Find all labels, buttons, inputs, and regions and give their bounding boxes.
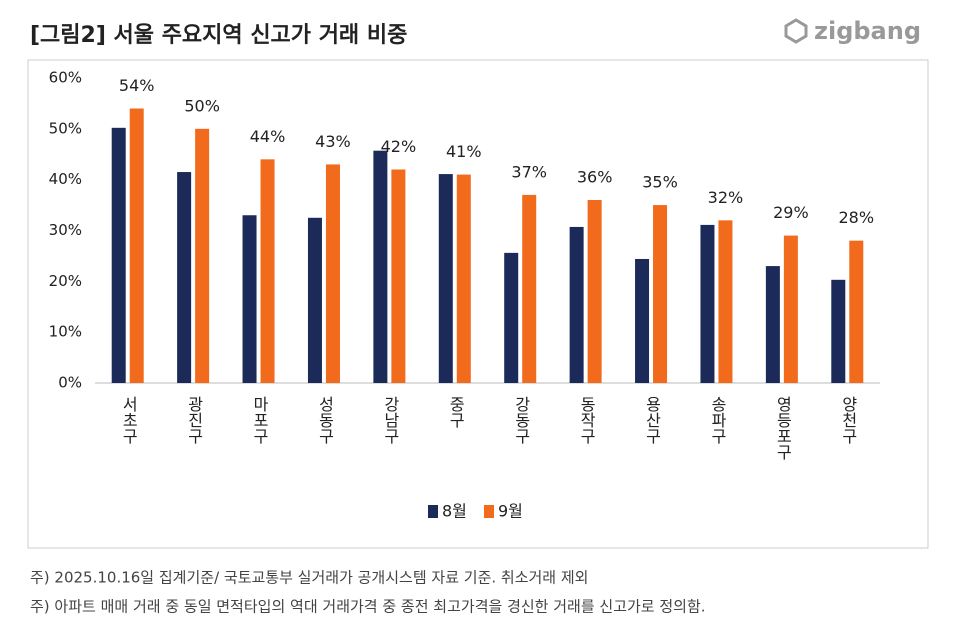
chart-title: [그림2] 서울 주요지역 신고가 거래 비중 [30,23,407,48]
legend-label: 8월 [442,502,467,521]
y-tick-label: 20% [49,272,82,290]
x-tick-label: 중구 [446,396,465,428]
bar [195,128,210,383]
x-tick-label: 동작구 [577,396,596,444]
x-tick-label: 마포구 [250,396,269,444]
footnote: 주) 2025.10.16일 집계기준/ 국토교통부 실거래가 공개시스템 자료… [30,569,588,587]
x-tick-label: 강남구 [381,396,400,444]
chart-frame [27,59,929,549]
bar [391,169,406,383]
logo-icon [784,18,808,44]
bar [831,279,846,383]
y-tick-label: 30% [49,221,82,239]
footnote: 주) 아파트 매매 거래 중 동일 면적타입의 역대 거래가격 중 종전 최고가… [30,598,706,616]
bar [373,150,388,383]
bar [700,224,715,383]
bar [587,200,602,383]
x-tick-label: 광진구 [185,396,204,444]
data-label: 50% [184,96,220,115]
bar [111,127,126,383]
bar [438,174,453,383]
legend-label: 9월 [498,502,523,521]
bar [504,252,519,383]
x-tick-label: 성동구 [315,396,334,444]
y-tick-label: 40% [49,170,82,188]
bar [456,174,471,383]
legend-swatch [484,505,494,518]
data-label: 42% [381,137,417,156]
data-label: 37% [511,162,547,181]
bar [325,164,340,383]
bar [765,266,780,383]
data-label: 36% [577,168,613,187]
y-tick-label: 50% [49,119,82,137]
logo: zigbang [784,17,921,45]
data-label: 32% [708,188,744,207]
bar [522,194,537,383]
data-label: 29% [773,203,809,222]
bar [260,159,275,383]
x-tick-label: 용산구 [643,396,662,444]
x-tick-label: 영등포구 [773,396,792,460]
data-label: 44% [250,127,286,146]
data-label: 41% [446,142,482,161]
bar [635,258,650,383]
bar [569,226,584,383]
x-tick-label: 양천구 [839,396,858,444]
bar [177,172,192,383]
bar [242,215,257,383]
bar [849,240,864,383]
data-label: 28% [839,208,875,227]
bar [307,217,322,383]
bar [718,220,733,383]
y-tick-label: 0% [58,374,82,392]
x-tick-label: 강동구 [512,396,531,444]
bar [783,235,798,383]
logo-text: zigbang [814,17,921,45]
data-label: 54% [119,76,155,95]
data-label: 35% [642,173,678,192]
y-tick-label: 10% [49,323,82,341]
legend-swatch [428,505,438,518]
x-tick-label: 송파구 [708,396,727,444]
bar [653,205,668,383]
y-tick-label: 60% [49,69,82,87]
data-label: 43% [315,132,351,151]
x-tick-label: 서초구 [119,396,138,444]
bar [129,108,144,383]
